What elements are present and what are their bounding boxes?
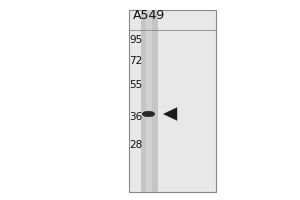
Text: 72: 72: [129, 56, 142, 66]
Text: 55: 55: [129, 80, 142, 90]
Text: 95: 95: [129, 35, 142, 45]
Ellipse shape: [142, 111, 155, 117]
Bar: [141, 10, 158, 192]
Polygon shape: [164, 108, 177, 120]
Text: 28: 28: [129, 140, 142, 150]
Text: A549: A549: [133, 9, 165, 22]
Bar: [146, 10, 152, 192]
Text: 36: 36: [129, 112, 142, 122]
Bar: [129, 10, 216, 192]
